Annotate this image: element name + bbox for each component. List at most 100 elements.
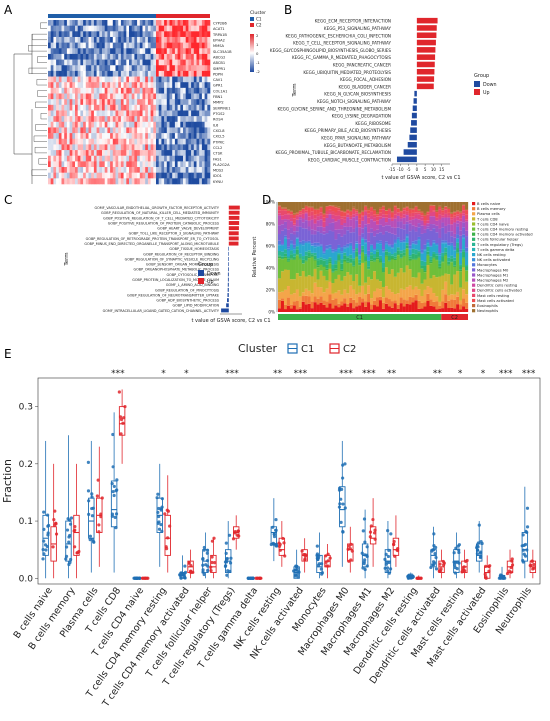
heatmap-cell	[129, 127, 132, 133]
y-tick-label: 0%	[268, 310, 275, 315]
heatmap-cell	[170, 173, 173, 179]
data-point	[374, 538, 377, 541]
heatmap-cell	[170, 60, 173, 66]
heatmap-cell	[167, 150, 170, 156]
heatmap-cell	[124, 54, 127, 60]
heatmap-cell	[180, 43, 183, 49]
stacked-segment	[349, 243, 352, 245]
heatmap-cell	[183, 54, 186, 60]
heatmap-cell	[70, 122, 73, 128]
data-point	[454, 566, 457, 569]
scale-tick-label: -2	[256, 69, 260, 74]
heatmap-cell	[102, 54, 105, 60]
heatmap-cell	[107, 77, 110, 83]
stacked-segment	[290, 250, 293, 254]
stacked-segment	[281, 301, 284, 312]
heatmap-cell	[153, 133, 156, 139]
legend-swatch	[472, 222, 475, 225]
heatmap-cell	[134, 43, 137, 49]
stacked-segment	[355, 211, 358, 212]
heatmap-cell	[107, 178, 110, 184]
stacked-segment	[376, 230, 379, 234]
stacked-segment	[418, 301, 421, 309]
stacked-segment	[429, 206, 432, 208]
data-point	[90, 492, 93, 495]
heatmap-cell	[191, 156, 194, 162]
heatmap-cell	[191, 161, 194, 167]
heatmap-cell	[94, 110, 97, 116]
stacked-segment	[290, 221, 293, 227]
stacked-segment	[334, 305, 337, 312]
data-point	[478, 524, 481, 527]
stacked-segment	[367, 209, 370, 211]
stacked-segment	[394, 206, 397, 210]
heatmap-cell	[105, 161, 108, 167]
heatmap-cell	[75, 54, 78, 60]
panel-label-c: C	[4, 193, 12, 207]
stacked-segment	[459, 300, 462, 304]
stacked-segment	[423, 250, 426, 262]
stacked-segment	[397, 209, 400, 213]
heatmap-cell	[91, 122, 94, 128]
stacked-segment	[337, 307, 340, 312]
heatmap-cell	[62, 99, 65, 105]
heatmap-cell	[188, 31, 191, 37]
stacked-segment	[290, 309, 293, 312]
heatmap-cell	[180, 173, 183, 179]
heatmap-cell	[89, 65, 92, 71]
stacked-segment	[320, 265, 323, 271]
heatmap-cell	[161, 167, 164, 173]
stacked-segment	[441, 308, 444, 312]
heatmap-cell	[67, 139, 70, 145]
y-tick-label: 100%	[263, 200, 275, 205]
heatmap-cell	[202, 133, 205, 139]
heatmap-cell	[129, 20, 132, 26]
heatmap-cell	[86, 167, 89, 173]
stacked-segment	[379, 216, 382, 219]
heatmap-cell	[62, 144, 65, 150]
stacked-segment	[382, 250, 385, 251]
heatmap-cell	[99, 65, 102, 71]
heatmap-cell	[194, 94, 197, 100]
data-point	[224, 564, 227, 567]
heatmap-cell	[80, 26, 83, 32]
heatmap-cell	[91, 54, 94, 60]
heatmap-cell	[102, 48, 105, 54]
heatmap-cell	[118, 60, 121, 66]
heatmap-cell	[170, 156, 173, 162]
stacked-segment	[418, 256, 421, 257]
data-point	[42, 539, 45, 542]
heatmap-cell	[97, 82, 100, 88]
stacked-segment	[459, 211, 462, 212]
heatmap-cell	[72, 105, 75, 111]
data-point	[366, 555, 369, 558]
heatmap-cell	[64, 31, 67, 37]
data-point	[184, 576, 187, 579]
heatmap-cell	[188, 156, 191, 162]
heatmap-cell	[59, 144, 62, 150]
stacked-segment	[358, 235, 361, 243]
heatmap-cell	[72, 156, 75, 162]
data-point	[92, 541, 95, 544]
stacked-segment	[340, 210, 343, 211]
stacked-segment	[352, 209, 355, 211]
heatmap-cell	[156, 178, 159, 184]
heatmap-cell	[148, 122, 151, 128]
heatmap-cell	[110, 156, 113, 162]
data-point	[361, 552, 364, 555]
stacked-segment	[388, 202, 391, 208]
stacked-segment	[403, 242, 406, 249]
stacked-segment	[441, 242, 444, 243]
heatmap-cell	[80, 150, 83, 156]
legend-swatch	[472, 258, 475, 261]
stacked-segment	[299, 212, 302, 214]
heatmap-cell	[175, 110, 178, 116]
heatmap-cell	[86, 127, 89, 133]
heatmap-cell	[70, 82, 73, 88]
heatmap-cell	[170, 116, 173, 122]
stacked-segment	[426, 243, 429, 246]
stacked-segment	[376, 241, 379, 243]
data-point	[477, 541, 480, 544]
heatmap-cell	[151, 144, 154, 150]
stacked-segment	[450, 294, 453, 299]
